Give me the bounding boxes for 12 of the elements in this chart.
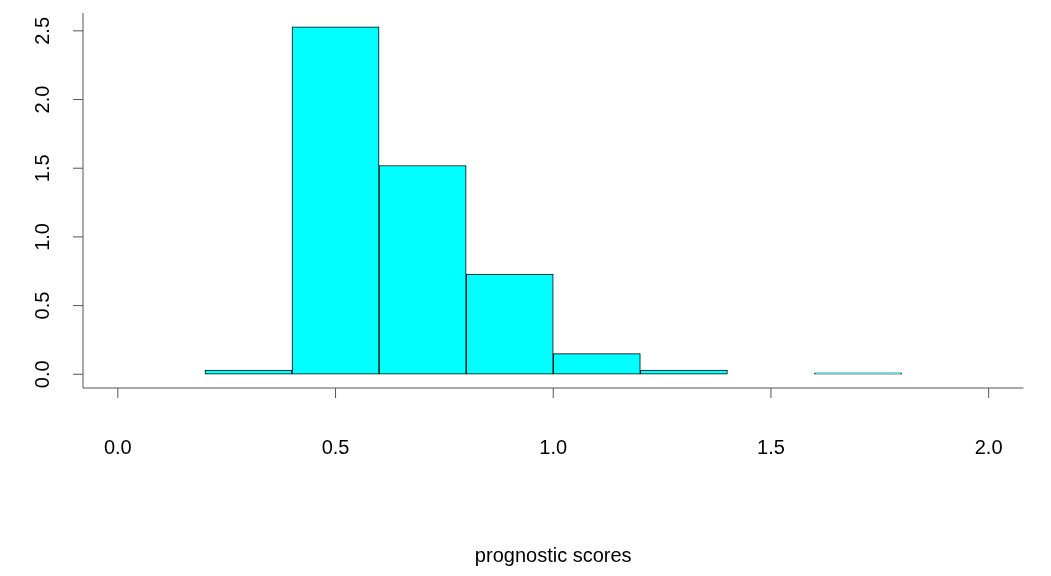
y-tick-label: 1.5 [30,154,53,183]
x-axis-title: prognostic scores [474,543,632,566]
x-tick-label: 1.5 [757,435,785,458]
y-tick-label: 1.0 [30,222,53,251]
x-tick-label: 0.0 [103,435,132,458]
x-tick-label: 2.0 [974,435,1003,458]
y-tick-label: 2.5 [30,16,53,45]
y-tick-label: 0.0 [30,360,53,389]
y-tick-label: 2.0 [30,85,53,114]
x-tick-label: 1.0 [539,435,568,458]
x-tick-label: 0.5 [321,435,350,458]
y-tick-label: 0.5 [30,291,53,320]
